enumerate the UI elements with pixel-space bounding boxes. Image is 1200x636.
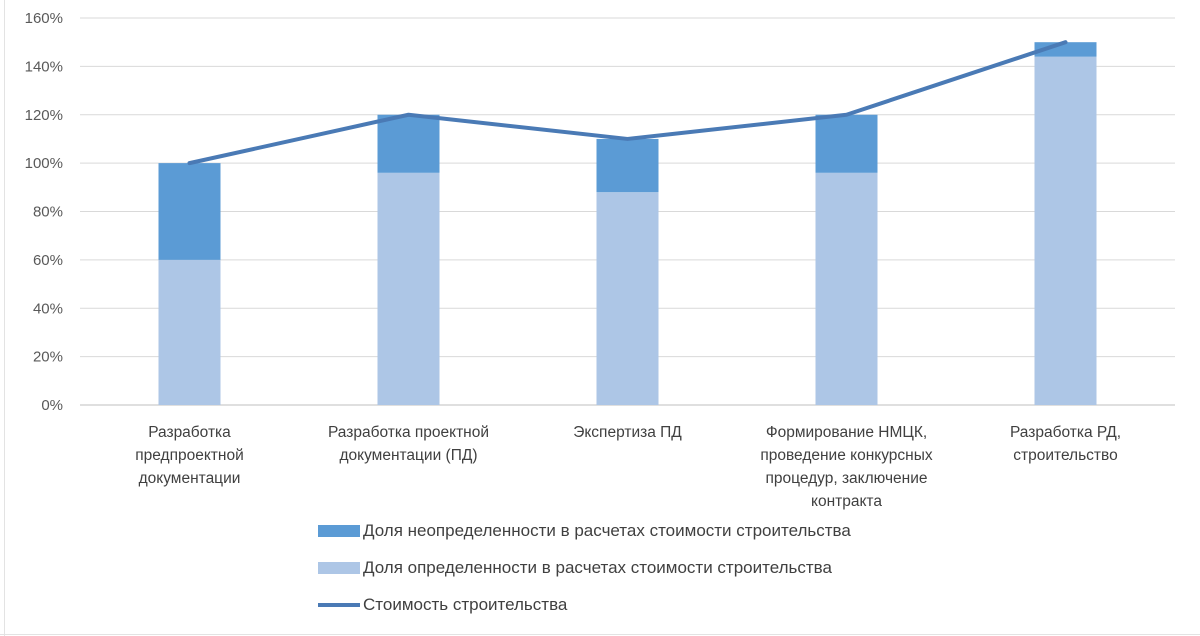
bar-segment-uncertainty: [377, 114, 440, 173]
x-axis-labels: Разработка предпроектной документации Разра…: [135, 424, 1121, 510]
bottom-border: [0, 634, 1200, 635]
y-tick-label: 140%: [25, 58, 63, 75]
legend-item-cost: Стоимость строительства: [318, 586, 851, 623]
legend-swatch-cost: [318, 602, 360, 607]
x-category-label: предпроектной: [135, 447, 244, 464]
legend-label-certainty: Доля определенности в расчетах стоимости…: [363, 557, 832, 577]
y-tick-label: 120%: [25, 107, 63, 124]
legend-item-uncertainty: Доля неопределенности в расчетах стоимос…: [318, 512, 851, 549]
legend-swatch-uncertainty: [318, 524, 360, 537]
left-border: [4, 0, 5, 636]
bar-segment-certainty: [1034, 56, 1097, 405]
legend-label-cost: Стоимость строительства: [363, 594, 568, 614]
x-category-label: Экспертиза ПД: [573, 424, 682, 441]
y-tick-label: 40%: [33, 300, 63, 317]
bar-segment-uncertainty: [815, 114, 878, 173]
x-category-label: Разработка: [148, 424, 231, 441]
x-category-label: проведение конкурсных: [760, 447, 933, 464]
y-tick-label: 60%: [33, 252, 63, 269]
legend-label-uncertainty: Доля неопределенности в расчетах стоимос…: [363, 520, 851, 540]
legend-swatch-certainty: [318, 561, 360, 574]
bars: [158, 42, 1097, 405]
y-tick-label: 0%: [41, 397, 63, 414]
bar-segment-uncertainty: [158, 163, 221, 260]
x-category-label: Разработка РД,: [1010, 424, 1121, 441]
x-category-label: контракта: [811, 493, 882, 510]
legend: Доля неопределенности в расчетах стоимос…: [318, 512, 851, 623]
cost-line: [187, 40, 1068, 166]
series-line-cost: [187, 40, 1068, 166]
y-tick-label: 20%: [33, 349, 63, 366]
x-category-label: процедур, заключение: [765, 470, 927, 487]
x-category-label: документации: [139, 470, 241, 487]
x-category-label: Формирование НМЦК,: [766, 424, 927, 441]
bar-segment-certainty: [377, 172, 440, 405]
y-tick-label: 160%: [25, 10, 63, 27]
bar-segment-certainty: [815, 172, 878, 405]
x-category-label: документации (ПД): [339, 447, 477, 464]
y-axis-ticks: 0% 20% 40% 60% 80% 100% 120% 140% 160%: [25, 10, 63, 414]
bar-segment-uncertainty: [596, 138, 659, 193]
y-tick-label: 80%: [33, 204, 63, 221]
y-tick-label: 100%: [25, 155, 63, 172]
bar-segment-certainty: [158, 259, 221, 405]
bar-segment-certainty: [596, 192, 659, 405]
x-category-label: строительство: [1013, 447, 1117, 464]
x-category-label: Разработка проектной: [328, 424, 489, 441]
legend-item-certainty: Доля определенности в расчетах стоимости…: [318, 549, 851, 586]
